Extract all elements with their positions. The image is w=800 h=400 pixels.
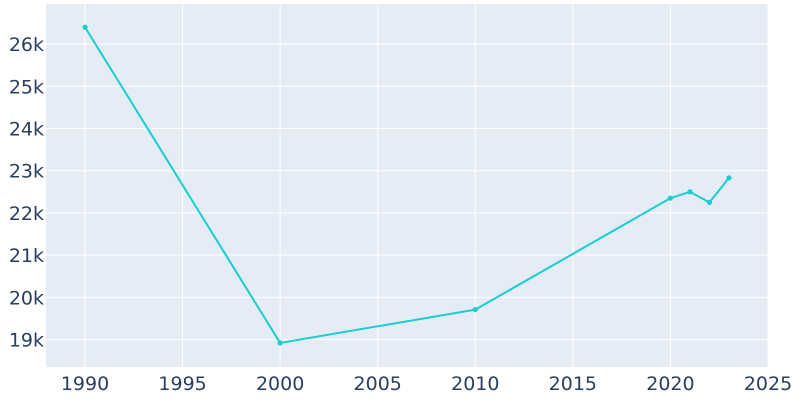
data-point-2010 [472, 306, 478, 313]
x-tick-label: 2000 [256, 373, 304, 395]
data-point-2023 [726, 175, 732, 181]
y-tick-label: 20k [9, 287, 44, 309]
x-tick-label: 2010 [451, 373, 499, 395]
y-tick-label: 24k [9, 119, 44, 141]
y-tick-label: 21k [9, 245, 44, 267]
x-tick-label: 1995 [158, 373, 206, 395]
plot-area [46, 4, 768, 367]
y-tick-label: 22k [9, 203, 44, 225]
data-point-2000 [277, 340, 283, 346]
x-axis-tick-labels: 1990 1995 2000 2005 2010 2015 2020 2025 [61, 373, 792, 395]
data-point-2021 [687, 189, 693, 195]
x-tick-label: 2020 [646, 373, 694, 395]
y-tick-label: 23k [9, 161, 44, 183]
x-tick-label: 2005 [354, 373, 402, 395]
data-point-2022 [706, 199, 713, 205]
x-tick-label: 2015 [549, 373, 597, 395]
y-axis-tick-labels: 19k 20k 21k 22k 23k 24k 25k 26k [9, 34, 44, 351]
y-tick-label: 26k [9, 34, 44, 56]
data-point-1990 [82, 24, 88, 30]
data-points [82, 24, 732, 346]
y-tick-label: 25k [9, 76, 44, 98]
y-tick-label: 19k [9, 330, 44, 352]
x-tick-label: 1990 [61, 373, 109, 395]
data-point-2020 [667, 195, 674, 201]
grid-lines [46, 4, 769, 367]
x-tick-label: 2025 [744, 373, 792, 395]
